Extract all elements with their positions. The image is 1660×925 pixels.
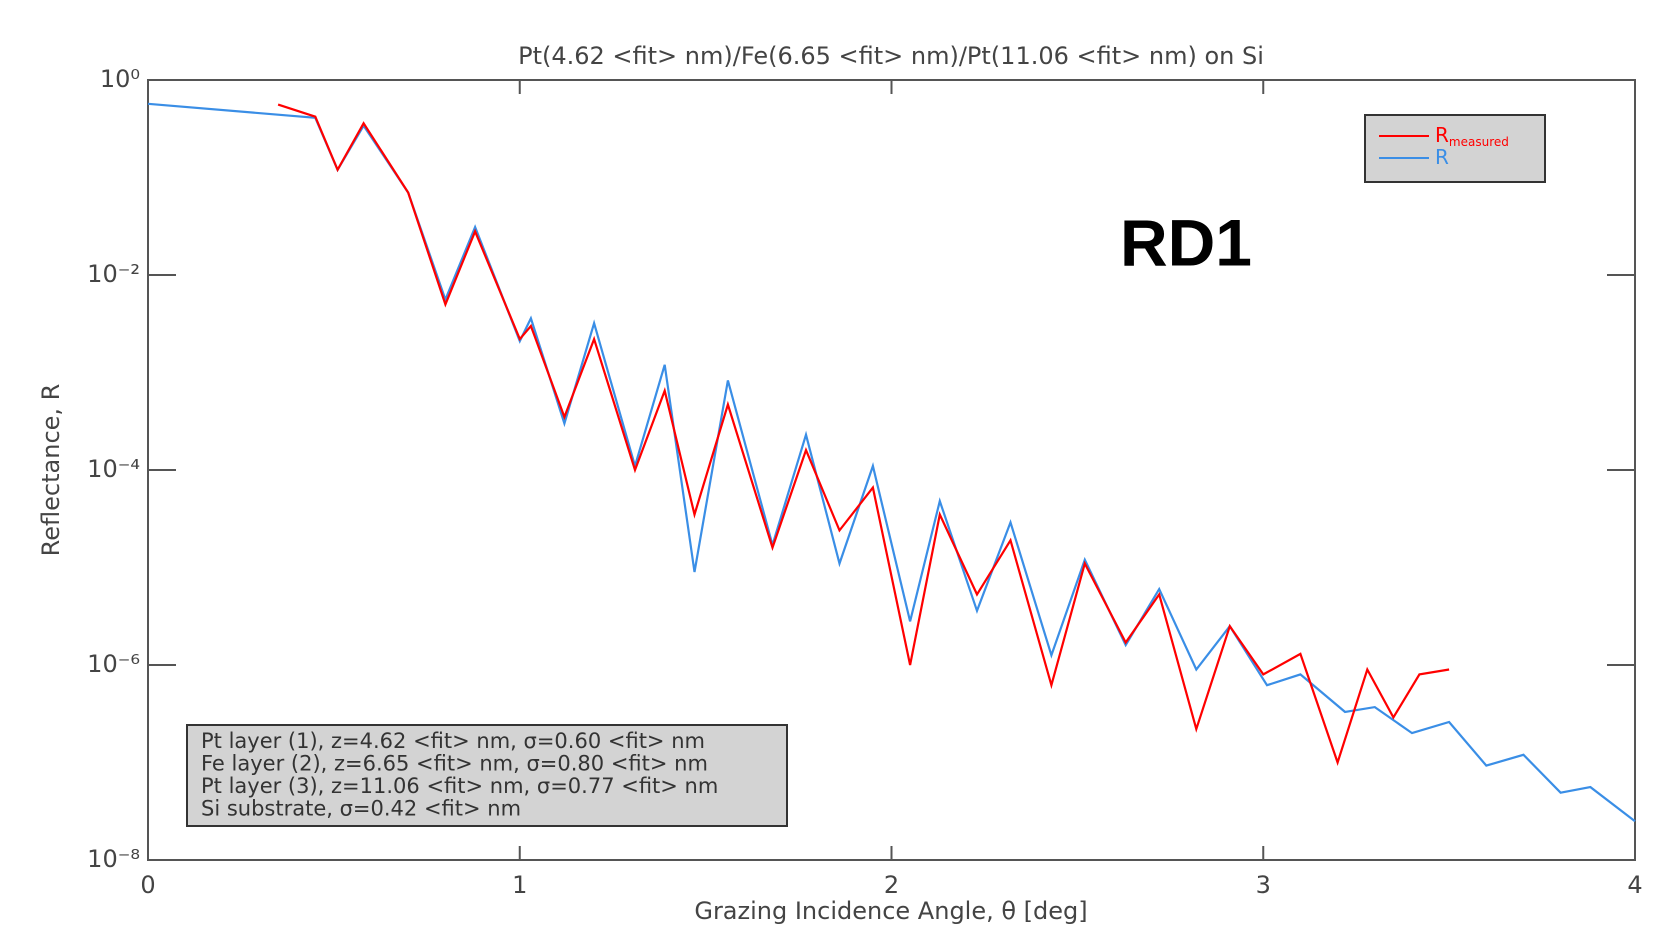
x-tick-label: 4 [1627, 871, 1642, 899]
x-tick-label: 2 [884, 871, 899, 899]
legend-label-name: R [1435, 123, 1449, 147]
x-axis-label: Grazing Incidence Angle, θ [deg] [694, 897, 1087, 925]
annotation: RD1 [1120, 205, 1252, 279]
y-tick-label: 10⁻² [87, 260, 140, 288]
y-tick-label: 10⁰ [100, 65, 140, 93]
x-tick-label: 0 [140, 871, 155, 899]
info-box [186, 724, 788, 827]
info-line: Si substrate, σ=0.42 <fit> nm [201, 797, 521, 821]
info-line: Pt layer (1), z=4.62 <fit> nm, σ=0.60 <f… [201, 729, 705, 753]
legend-label: Rmeasured [1435, 123, 1509, 149]
y-tick-label: 10⁻⁸ [87, 845, 140, 873]
y-tick-label: 10⁻⁶ [87, 650, 140, 678]
y-axis-label: Reflectance, R [37, 384, 65, 557]
x-tick-label: 3 [1256, 871, 1271, 899]
legend-label: R [1435, 145, 1449, 169]
legend-box [1364, 114, 1546, 183]
y-tick-label: 10⁻⁴ [87, 455, 140, 483]
x-tick-label: 1 [512, 871, 527, 899]
info-line: Pt layer (3), z=11.06 <fit> nm, σ=0.77 <… [201, 774, 718, 798]
chart-title: Pt(4.62 <fit> nm)/Fe(6.65 <fit> nm)/Pt(1… [518, 42, 1264, 70]
legend-label-name: R [1435, 145, 1449, 169]
legend-label-subscript: measured [1449, 135, 1509, 149]
data-line [277, 103, 1450, 767]
info-line: Fe layer (2), z=6.65 <fit> nm, σ=0.80 <f… [201, 752, 708, 776]
